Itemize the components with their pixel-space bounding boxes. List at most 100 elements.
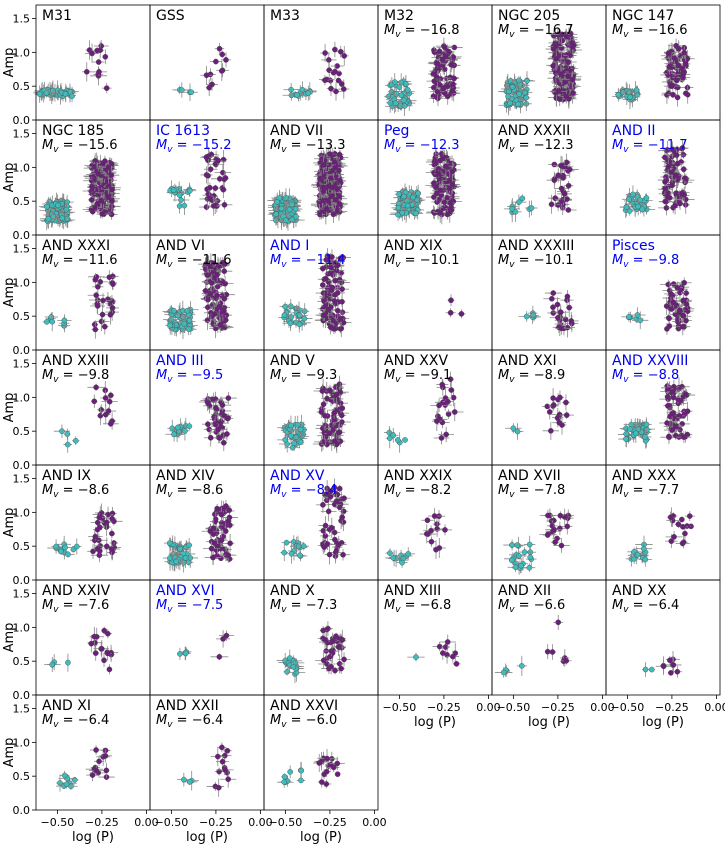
rrab-point	[332, 197, 339, 203]
rrc-point	[188, 89, 195, 95]
panel-title: NGC 185	[42, 123, 104, 139]
rrab-point	[99, 311, 106, 318]
rrc-point	[64, 215, 70, 222]
rrab-point	[218, 68, 225, 74]
rrab-point	[665, 50, 672, 57]
y-tick-label: 0.0	[13, 344, 31, 357]
y-tick-label: 1.5	[13, 13, 31, 26]
rrab-point	[93, 292, 99, 299]
rrab-point	[207, 166, 214, 173]
panel-title: NGC 147	[612, 8, 674, 24]
rrc-point	[287, 303, 294, 310]
rrab-point	[569, 40, 575, 46]
rrab-point	[680, 71, 687, 78]
y-tick-label: 1.5	[13, 243, 31, 256]
rrab-point	[202, 288, 209, 294]
rrab-point	[553, 56, 560, 62]
rrc-point	[49, 318, 56, 325]
panel-magnitude: Mv = −16.7	[498, 23, 574, 40]
rrc-point	[396, 84, 403, 90]
rrab-point	[662, 198, 668, 205]
rrc-point	[507, 100, 513, 106]
panel-magnitude: Mv = −11.6	[156, 253, 232, 270]
y-axis-label: Amp	[2, 48, 17, 78]
rrc-point	[63, 206, 70, 213]
rrab-point	[334, 207, 341, 214]
rrc-point	[528, 205, 535, 211]
rrc-point	[413, 210, 419, 217]
rrab-point	[565, 73, 571, 80]
rrab-point	[436, 175, 443, 182]
rrab-point	[205, 296, 211, 303]
rrc-point	[519, 195, 526, 202]
rrab-point	[106, 274, 113, 281]
rrab-point	[83, 69, 90, 75]
rrab-point	[219, 278, 226, 285]
rrab-point	[559, 31, 565, 38]
rrab-point	[220, 186, 227, 193]
rrab-point	[211, 311, 218, 317]
rrab-point	[203, 72, 210, 79]
rrc-point	[626, 89, 633, 96]
rrab-point	[444, 211, 451, 218]
rrab-point	[670, 91, 676, 98]
rrab-point	[435, 171, 442, 177]
rrab-point	[336, 201, 343, 207]
rrab-point	[327, 151, 333, 157]
rrab-point	[450, 54, 457, 60]
rrc-point	[392, 100, 399, 107]
rrab-point	[681, 49, 688, 56]
rrc-point	[516, 199, 522, 205]
rrc-point	[415, 190, 421, 197]
rrc-point	[615, 91, 622, 98]
rrab-point	[674, 160, 681, 167]
rrab-point	[561, 191, 568, 197]
rrab-point	[674, 94, 681, 101]
rrc-point	[516, 77, 522, 84]
rrab-point	[434, 60, 441, 67]
rrab-point	[109, 198, 115, 204]
rrab-point	[329, 184, 336, 191]
rrab-point	[102, 323, 108, 330]
rrab-point	[680, 151, 687, 158]
rrab-point	[207, 291, 214, 297]
rrab-point	[91, 163, 98, 170]
rrab-point	[551, 161, 558, 168]
rrc-point	[43, 319, 50, 325]
rrab-point	[105, 296, 111, 303]
rrab-point	[449, 87, 455, 94]
panel-magnitude: Mv = −11.6	[42, 253, 118, 270]
rrc-point	[396, 191, 402, 197]
rrab-point	[662, 179, 668, 185]
rrc-point	[185, 326, 192, 332]
rrab-point	[210, 203, 217, 209]
rrc-point	[273, 211, 279, 217]
rrab-point	[108, 172, 115, 178]
rrc-point	[401, 193, 407, 200]
rrc-point	[509, 84, 516, 90]
rrab-point	[329, 193, 335, 199]
rrab-point	[446, 171, 452, 178]
rrab-point	[110, 281, 116, 287]
panel-magnitude: Mv = −16.6	[612, 23, 688, 40]
rrab-point	[319, 282, 326, 288]
rrc-point	[626, 208, 633, 214]
rrab-point	[212, 185, 219, 191]
rrab-point	[565, 182, 572, 189]
rrab-point	[681, 191, 687, 198]
rrab-point	[431, 49, 438, 55]
rrab-point	[548, 201, 555, 208]
rrab-point	[675, 45, 682, 52]
rrc-point	[639, 206, 646, 213]
rrab-point	[215, 157, 221, 164]
rrab-point	[667, 63, 673, 70]
rrab-point	[569, 83, 575, 90]
rrc-point	[45, 215, 52, 222]
rrab-point	[434, 80, 440, 87]
rrab-point	[567, 52, 573, 59]
rrab-point	[672, 202, 678, 209]
rrc-point	[643, 195, 650, 201]
